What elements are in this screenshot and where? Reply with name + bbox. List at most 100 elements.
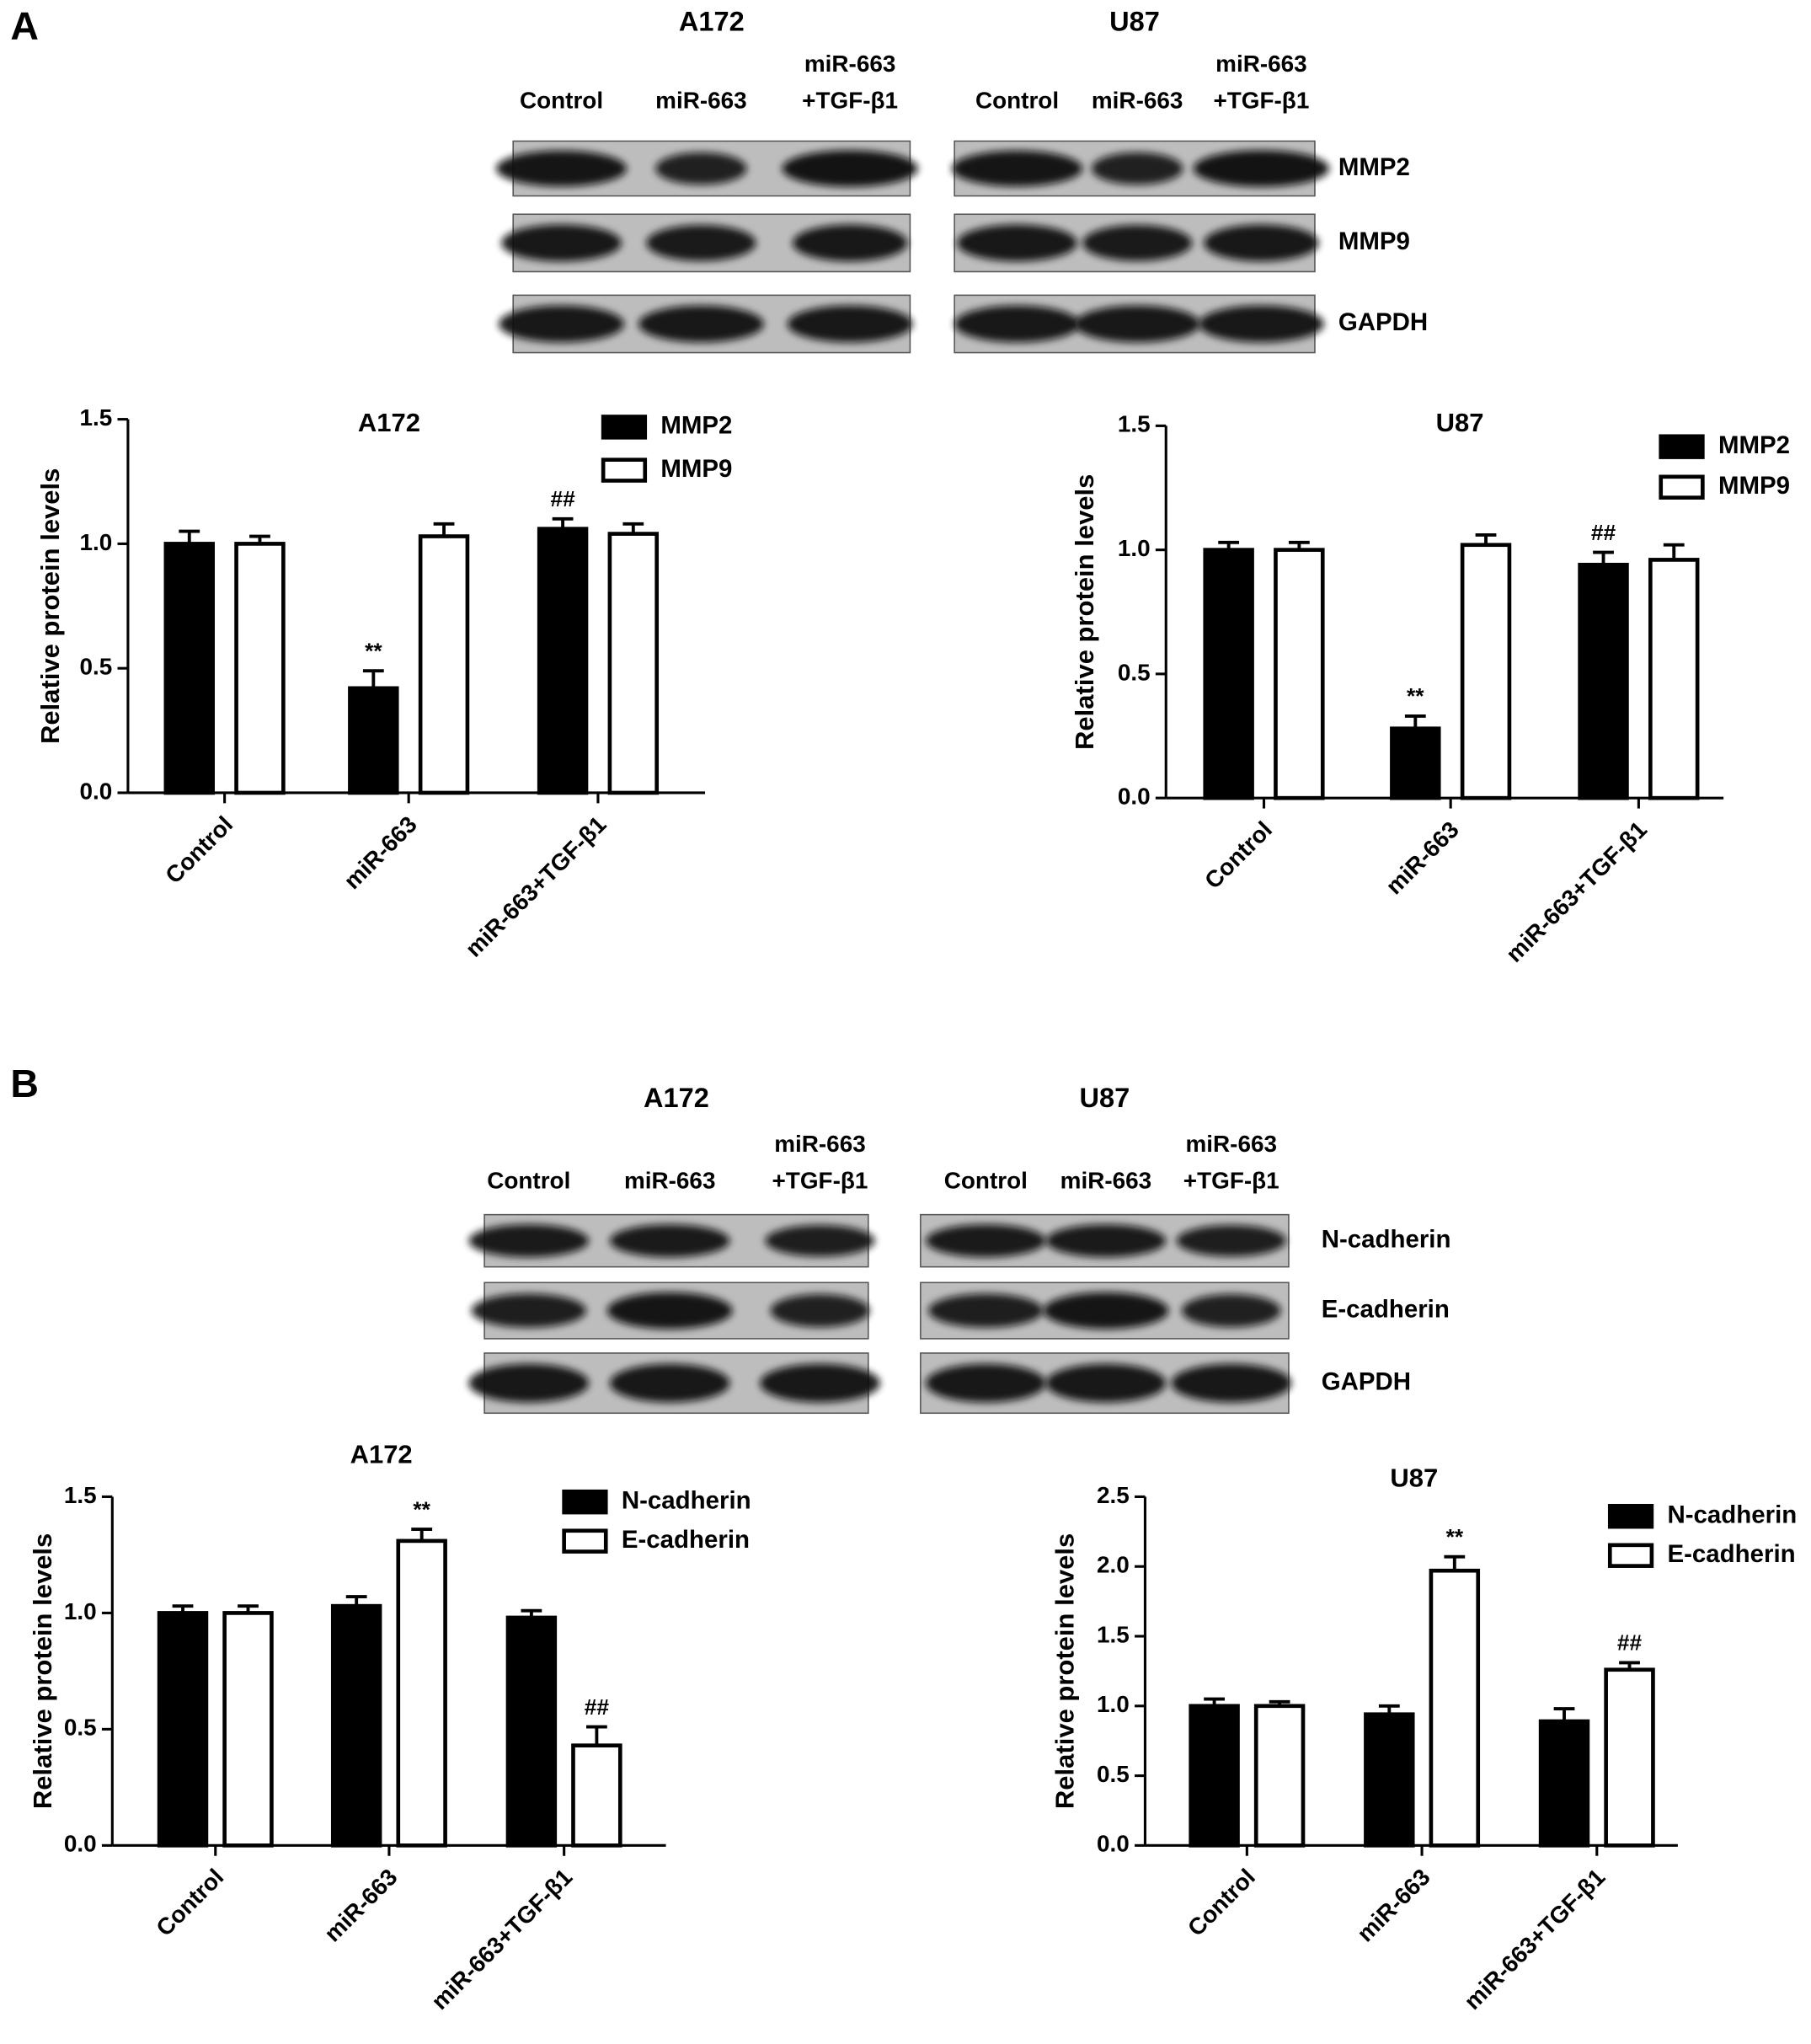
bar xyxy=(1578,562,1629,800)
legend-label: MMP2 xyxy=(1718,431,1790,459)
blot-band xyxy=(609,1363,730,1403)
y-axis-label: Relative protein levels xyxy=(28,1533,57,1809)
blot-band xyxy=(957,224,1077,262)
bar xyxy=(1253,1704,1306,1848)
bar xyxy=(157,1611,209,1848)
blot-band xyxy=(926,1224,1046,1258)
lane-label: miR-663 xyxy=(1092,87,1183,113)
cell-line-label: U87 xyxy=(1080,1083,1130,1113)
legend-label: MMP2 xyxy=(660,412,732,440)
significance-label: ## xyxy=(550,486,575,511)
legend-label: MMP9 xyxy=(1718,472,1790,500)
legend-swatch xyxy=(1659,434,1705,459)
blot-band xyxy=(1091,152,1183,185)
bar xyxy=(1203,548,1254,800)
x-tick-label: Control xyxy=(160,811,238,889)
blot-band xyxy=(1045,1363,1167,1403)
blot-strip xyxy=(471,1282,870,1340)
lane-label: +TGF-β1 xyxy=(802,87,898,113)
blot-band xyxy=(1043,1292,1169,1330)
bar xyxy=(505,1615,558,1848)
lane-label: miR-663 xyxy=(1215,51,1307,77)
y-tick-label: 0.5 xyxy=(64,1715,97,1741)
blot-strip xyxy=(920,1213,1290,1268)
cell-line-label: U87 xyxy=(1109,7,1160,37)
blot-band xyxy=(770,1293,870,1328)
chart-title: U87 xyxy=(1436,408,1484,437)
bar xyxy=(1364,1712,1415,1848)
y-tick-label: 2.5 xyxy=(1097,1482,1130,1508)
lane-label: miR-663 xyxy=(1185,1131,1277,1157)
blot-band xyxy=(468,1224,590,1258)
y-tick-label: 0.5 xyxy=(80,654,113,680)
blot-strip xyxy=(468,1213,875,1268)
y-tick-label: 1.5 xyxy=(64,1482,97,1508)
blot-strip xyxy=(954,213,1319,273)
bar xyxy=(537,527,589,795)
blot-band xyxy=(954,305,1080,343)
bar xyxy=(330,1603,382,1848)
blot-band xyxy=(646,224,756,261)
chart-title: U87 xyxy=(1390,1463,1438,1493)
blot-band xyxy=(1082,224,1193,261)
cell-line-label: A172 xyxy=(679,7,745,37)
row-label: E-cadherin xyxy=(1322,1295,1450,1323)
blot-strip xyxy=(952,140,1330,197)
blot-band xyxy=(1198,305,1324,343)
bar xyxy=(1538,1719,1590,1848)
x-tick-label: miR-663 xyxy=(1381,816,1464,900)
legend-swatch xyxy=(1659,474,1705,500)
blot-band xyxy=(952,150,1083,187)
bar xyxy=(1189,1704,1240,1848)
blot-band xyxy=(606,1292,733,1330)
lane-label: Control xyxy=(520,87,603,113)
blot-strip xyxy=(501,213,911,273)
bar xyxy=(1460,543,1512,800)
legend-label: E-cadherin xyxy=(622,1526,750,1554)
legend-swatch xyxy=(1607,1543,1654,1568)
bar xyxy=(348,686,399,795)
x-tick-label: miR-663+TGF-β1 xyxy=(1459,1864,1610,2015)
lane-label: Control xyxy=(975,87,1059,113)
blot-band xyxy=(926,1363,1046,1403)
legend-swatch xyxy=(562,1528,608,1554)
blot-band xyxy=(496,150,628,187)
x-tick-label: miR-663 xyxy=(339,811,422,895)
y-tick-label: 2.0 xyxy=(1097,1552,1130,1578)
y-tick-label: 1.0 xyxy=(64,1598,97,1624)
blot-band xyxy=(501,224,622,262)
legend-label: N-cadherin xyxy=(1667,1501,1797,1528)
y-tick-label: 0.0 xyxy=(1118,784,1151,810)
row-label: MMP9 xyxy=(1338,227,1410,255)
significance-label: ** xyxy=(365,638,382,663)
significance-label: ## xyxy=(585,1694,610,1720)
blot-band xyxy=(1176,1224,1286,1257)
lane-label: miR-663 xyxy=(804,51,896,77)
y-tick-label: 0.0 xyxy=(1097,1831,1130,1857)
x-tick-label: Control xyxy=(1199,816,1277,894)
legend-swatch xyxy=(601,415,648,440)
blot-band xyxy=(1193,150,1330,187)
chart-title: A172 xyxy=(350,1440,413,1469)
blot-band xyxy=(1074,305,1200,343)
y-tick-label: 1.5 xyxy=(1097,1621,1130,1647)
bar xyxy=(607,532,660,795)
blot-band xyxy=(760,1363,880,1403)
blot-strip xyxy=(468,1352,880,1415)
blot-band xyxy=(655,152,747,185)
y-axis-label: Relative protein levels xyxy=(35,468,65,744)
bar xyxy=(1274,548,1325,800)
y-axis-label: Relative protein levels xyxy=(1050,1533,1080,1809)
legend-swatch xyxy=(562,1489,608,1515)
significance-label: ** xyxy=(1446,1524,1464,1549)
bar xyxy=(418,534,470,795)
blot-band xyxy=(765,1224,875,1257)
lane-label: +TGF-β1 xyxy=(1183,1167,1279,1193)
blot-band xyxy=(1171,1363,1292,1403)
bar xyxy=(396,1538,447,1848)
significance-label: ** xyxy=(1407,683,1424,709)
cell-line-label: A172 xyxy=(644,1083,709,1113)
blot-strip xyxy=(920,1352,1292,1415)
legend-label: MMP9 xyxy=(660,455,732,483)
